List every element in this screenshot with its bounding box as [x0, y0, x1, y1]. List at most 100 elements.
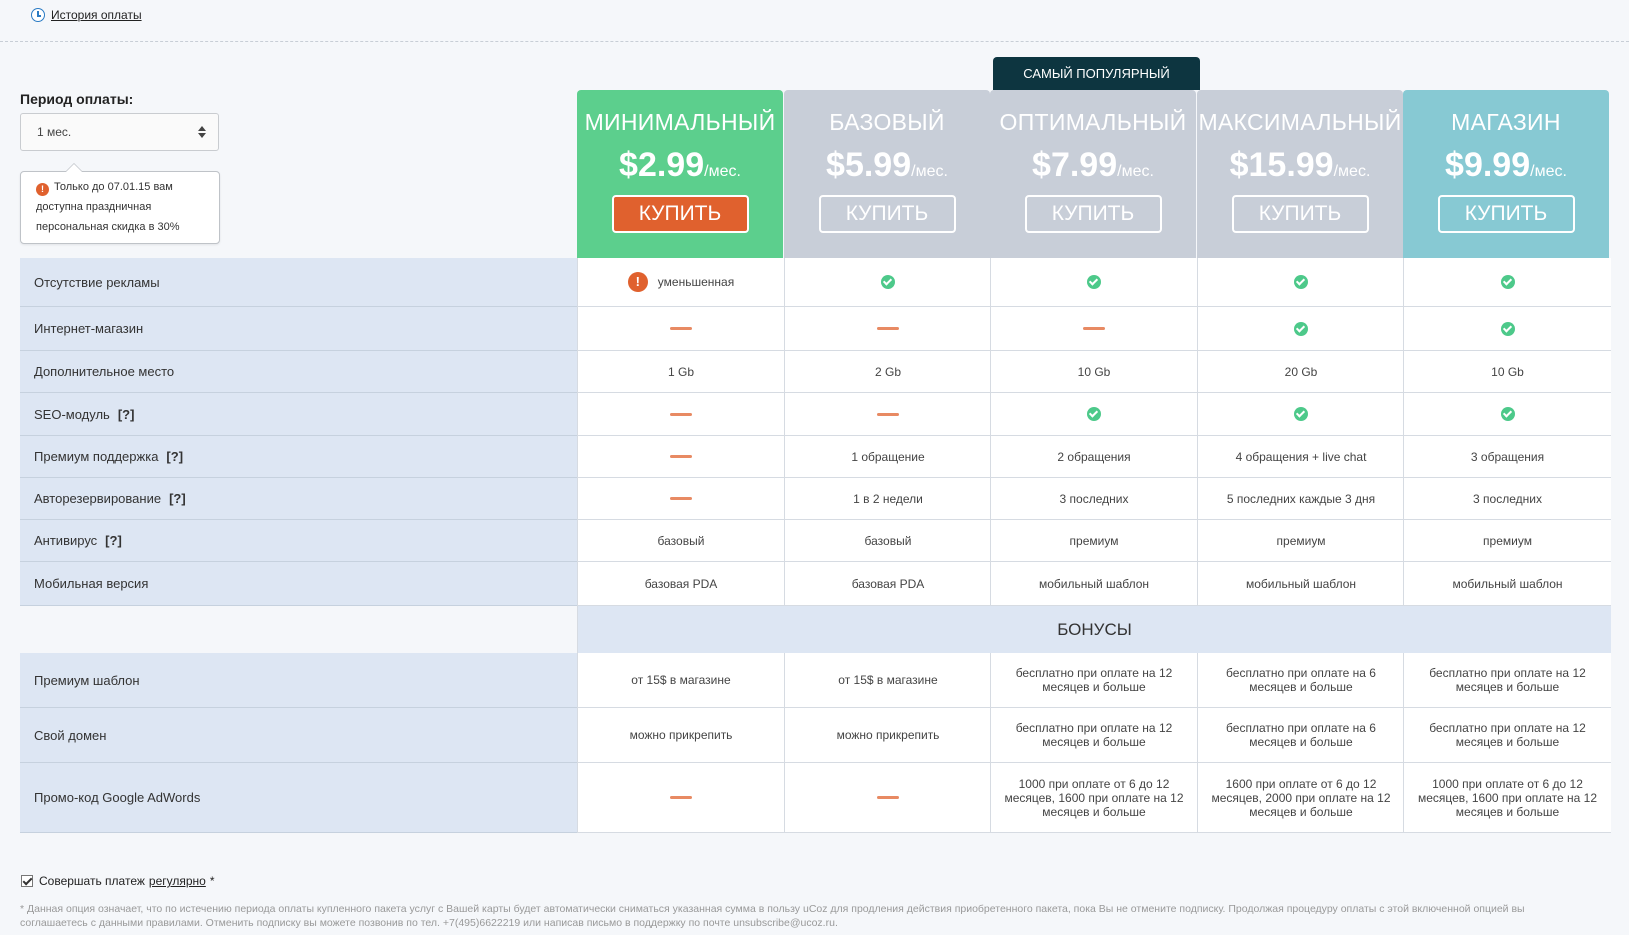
- dash-icon: [877, 796, 899, 799]
- cell-text: 1000 при оплате от 6 до 12 месяцев, 1600…: [1417, 776, 1598, 819]
- recurring-asterisk: *: [209, 874, 215, 888]
- feature-label-row: Антивирус [?]: [20, 520, 577, 562]
- bonus-cell: можно прикрепить: [784, 708, 991, 763]
- buy-button[interactable]: КУПИТЬ: [1437, 195, 1575, 233]
- promo-text: Только до 07.01.15 вам доступна празднич…: [36, 181, 180, 233]
- plan-header-4: МАГАЗИН $9.99/мес. КУПИТЬ: [1403, 90, 1609, 258]
- feature-cell: 3 последних: [990, 478, 1197, 520]
- check-icon: [1087, 275, 1101, 289]
- plan-price-period: /мес.: [1333, 163, 1371, 180]
- feature-cell: 3 последних: [1403, 478, 1611, 520]
- bonus-cell: [577, 763, 784, 833]
- plan-price-period: /мес.: [1117, 163, 1154, 180]
- warning-icon: !: [36, 183, 49, 196]
- feature-cell: [1403, 393, 1611, 436]
- feature-cell: [577, 436, 784, 478]
- feature-cell: базовый: [784, 520, 991, 562]
- feature-cell: премиум: [990, 520, 1197, 562]
- feature-cell: мобильный шаблон: [1197, 562, 1404, 606]
- check-icon: [881, 275, 895, 289]
- bonus-cell: 1600 при оплате от 6 до 12 месяцев, 2000…: [1197, 763, 1404, 833]
- bonus-label-row: Свой домен: [20, 708, 577, 763]
- payment-history-link[interactable]: История оплаты: [51, 8, 142, 22]
- check-icon: [1294, 407, 1308, 421]
- cell-text: 1 в 2 недели: [853, 491, 923, 506]
- feature-cell: [577, 307, 784, 351]
- cell-text: премиум: [1276, 533, 1326, 548]
- cell-text: бесплатно при оплате на 12 месяцев и бол…: [1015, 666, 1173, 694]
- cell-text: от 15$ в магазине: [631, 673, 731, 687]
- bonus-cell: бесплатно при оплате на 12 месяцев и бол…: [990, 653, 1197, 708]
- plan-header-2: ОПТИМАЛЬНЫЙ $7.99/мес. КУПИТЬ: [990, 90, 1196, 258]
- cell-text: базовая PDA: [644, 576, 718, 591]
- cell-text: можно прикрепить: [629, 728, 733, 742]
- cell-text: 10 Gb: [1491, 364, 1524, 379]
- buy-button[interactable]: КУПИТЬ: [611, 195, 749, 233]
- period-select[interactable]: 1 мес.: [20, 113, 219, 151]
- feature-cell: [784, 258, 991, 307]
- cell-text: 10 Gb: [1077, 364, 1111, 379]
- cell-text: бесплатно при оплате на 12 месяцев и бол…: [1429, 666, 1586, 694]
- feature-cell: [577, 393, 784, 436]
- dash-icon: [670, 796, 692, 799]
- feature-cell: базовая PDA: [784, 562, 991, 606]
- plan-price-amount: $2.99: [619, 146, 705, 184]
- plan-name: МИНИМАЛЬНЫЙ: [584, 109, 776, 135]
- recurring-checkbox[interactable]: [21, 875, 33, 887]
- cell-text: 1 обращение: [851, 449, 925, 464]
- feature-cell: премиум: [1403, 520, 1611, 562]
- cell-text: от 15$ в магазине: [838, 673, 938, 687]
- feature-label: Мобильная версия: [34, 576, 149, 591]
- cell-text: уменьшенная: [657, 275, 735, 289]
- payment-history-link-wrap[interactable]: История оплаты: [31, 8, 142, 22]
- feature-cell: ! уменьшенная: [577, 258, 784, 307]
- cell-text: 2 Gb: [874, 364, 901, 379]
- cell-text: бесплатно при оплате на 6 месяцев и боль…: [1226, 666, 1376, 694]
- feature-cell: 10 Gb: [990, 351, 1197, 393]
- feature-label: Авторезервирование: [34, 491, 162, 506]
- plan-price-period: /мес.: [704, 163, 741, 180]
- feature-cell: 1 обращение: [784, 436, 991, 478]
- clock-icon: [31, 8, 45, 22]
- plan-price: $7.99/мес.: [990, 146, 1196, 185]
- help-link[interactable]: [?]: [169, 491, 186, 506]
- bonus-cell: бесплатно при оплате на 6 месяцев и боль…: [1197, 653, 1404, 708]
- bonus-cell: можно прикрепить: [577, 708, 784, 763]
- cell-text: премиум: [1483, 533, 1532, 548]
- footnote: * Данная опция означает, что по истечени…: [20, 903, 1525, 929]
- period-select-value: 1 мес.: [37, 125, 72, 139]
- dash-icon: [1083, 327, 1105, 330]
- feature-cell: 5 последних каждые 3 дня: [1197, 478, 1404, 520]
- feature-label: Премиум поддержка: [34, 449, 159, 464]
- bonus-cell: 1000 при оплате от 6 до 12 месяцев, 1600…: [990, 763, 1197, 833]
- bonus-cell: бесплатно при оплате на 12 месяцев и бол…: [1403, 653, 1611, 708]
- recurring-label: Совершать платеж: [39, 874, 145, 888]
- plan-name: БАЗОВЫЙ: [829, 109, 945, 135]
- feature-cell: [1197, 393, 1404, 436]
- buy-button[interactable]: КУПИТЬ: [1231, 195, 1369, 233]
- feature-cell: мобильный шаблон: [990, 562, 1197, 606]
- help-link[interactable]: [?]: [105, 533, 122, 548]
- divider: [0, 41, 1629, 42]
- recurring-link[interactable]: регулярно: [148, 874, 206, 888]
- warning-icon: !: [627, 272, 648, 292]
- help-link[interactable]: [?]: [166, 449, 184, 464]
- bonus-cell: бесплатно при оплате на 6 месяцев и боль…: [1197, 708, 1404, 763]
- select-arrows-icon: [198, 126, 206, 138]
- feature-label-row: Премиум поддержка [?]: [20, 436, 577, 478]
- cell-text: 1 Gb: [667, 364, 694, 379]
- feature-cell: базовый: [577, 520, 784, 562]
- cell-text: 3 последних: [1473, 491, 1542, 506]
- feature-cell: [990, 393, 1197, 436]
- buy-button[interactable]: КУПИТЬ: [818, 195, 956, 233]
- cell-text: 3 последних: [1059, 491, 1129, 506]
- check-icon: [1294, 275, 1308, 289]
- help-link[interactable]: [?]: [117, 406, 135, 422]
- dash-icon: [877, 327, 899, 330]
- feature-label-row: Интернет-магазин: [20, 307, 577, 351]
- cell-text: бесплатно при оплате на 6 месяцев и боль…: [1226, 721, 1376, 749]
- feature-label-row: Мобильная версия: [20, 562, 577, 606]
- bonus-section-title: БОНУСЫ: [577, 606, 1611, 653]
- feature-cell: [577, 478, 784, 520]
- buy-button[interactable]: КУПИТЬ: [1024, 195, 1162, 233]
